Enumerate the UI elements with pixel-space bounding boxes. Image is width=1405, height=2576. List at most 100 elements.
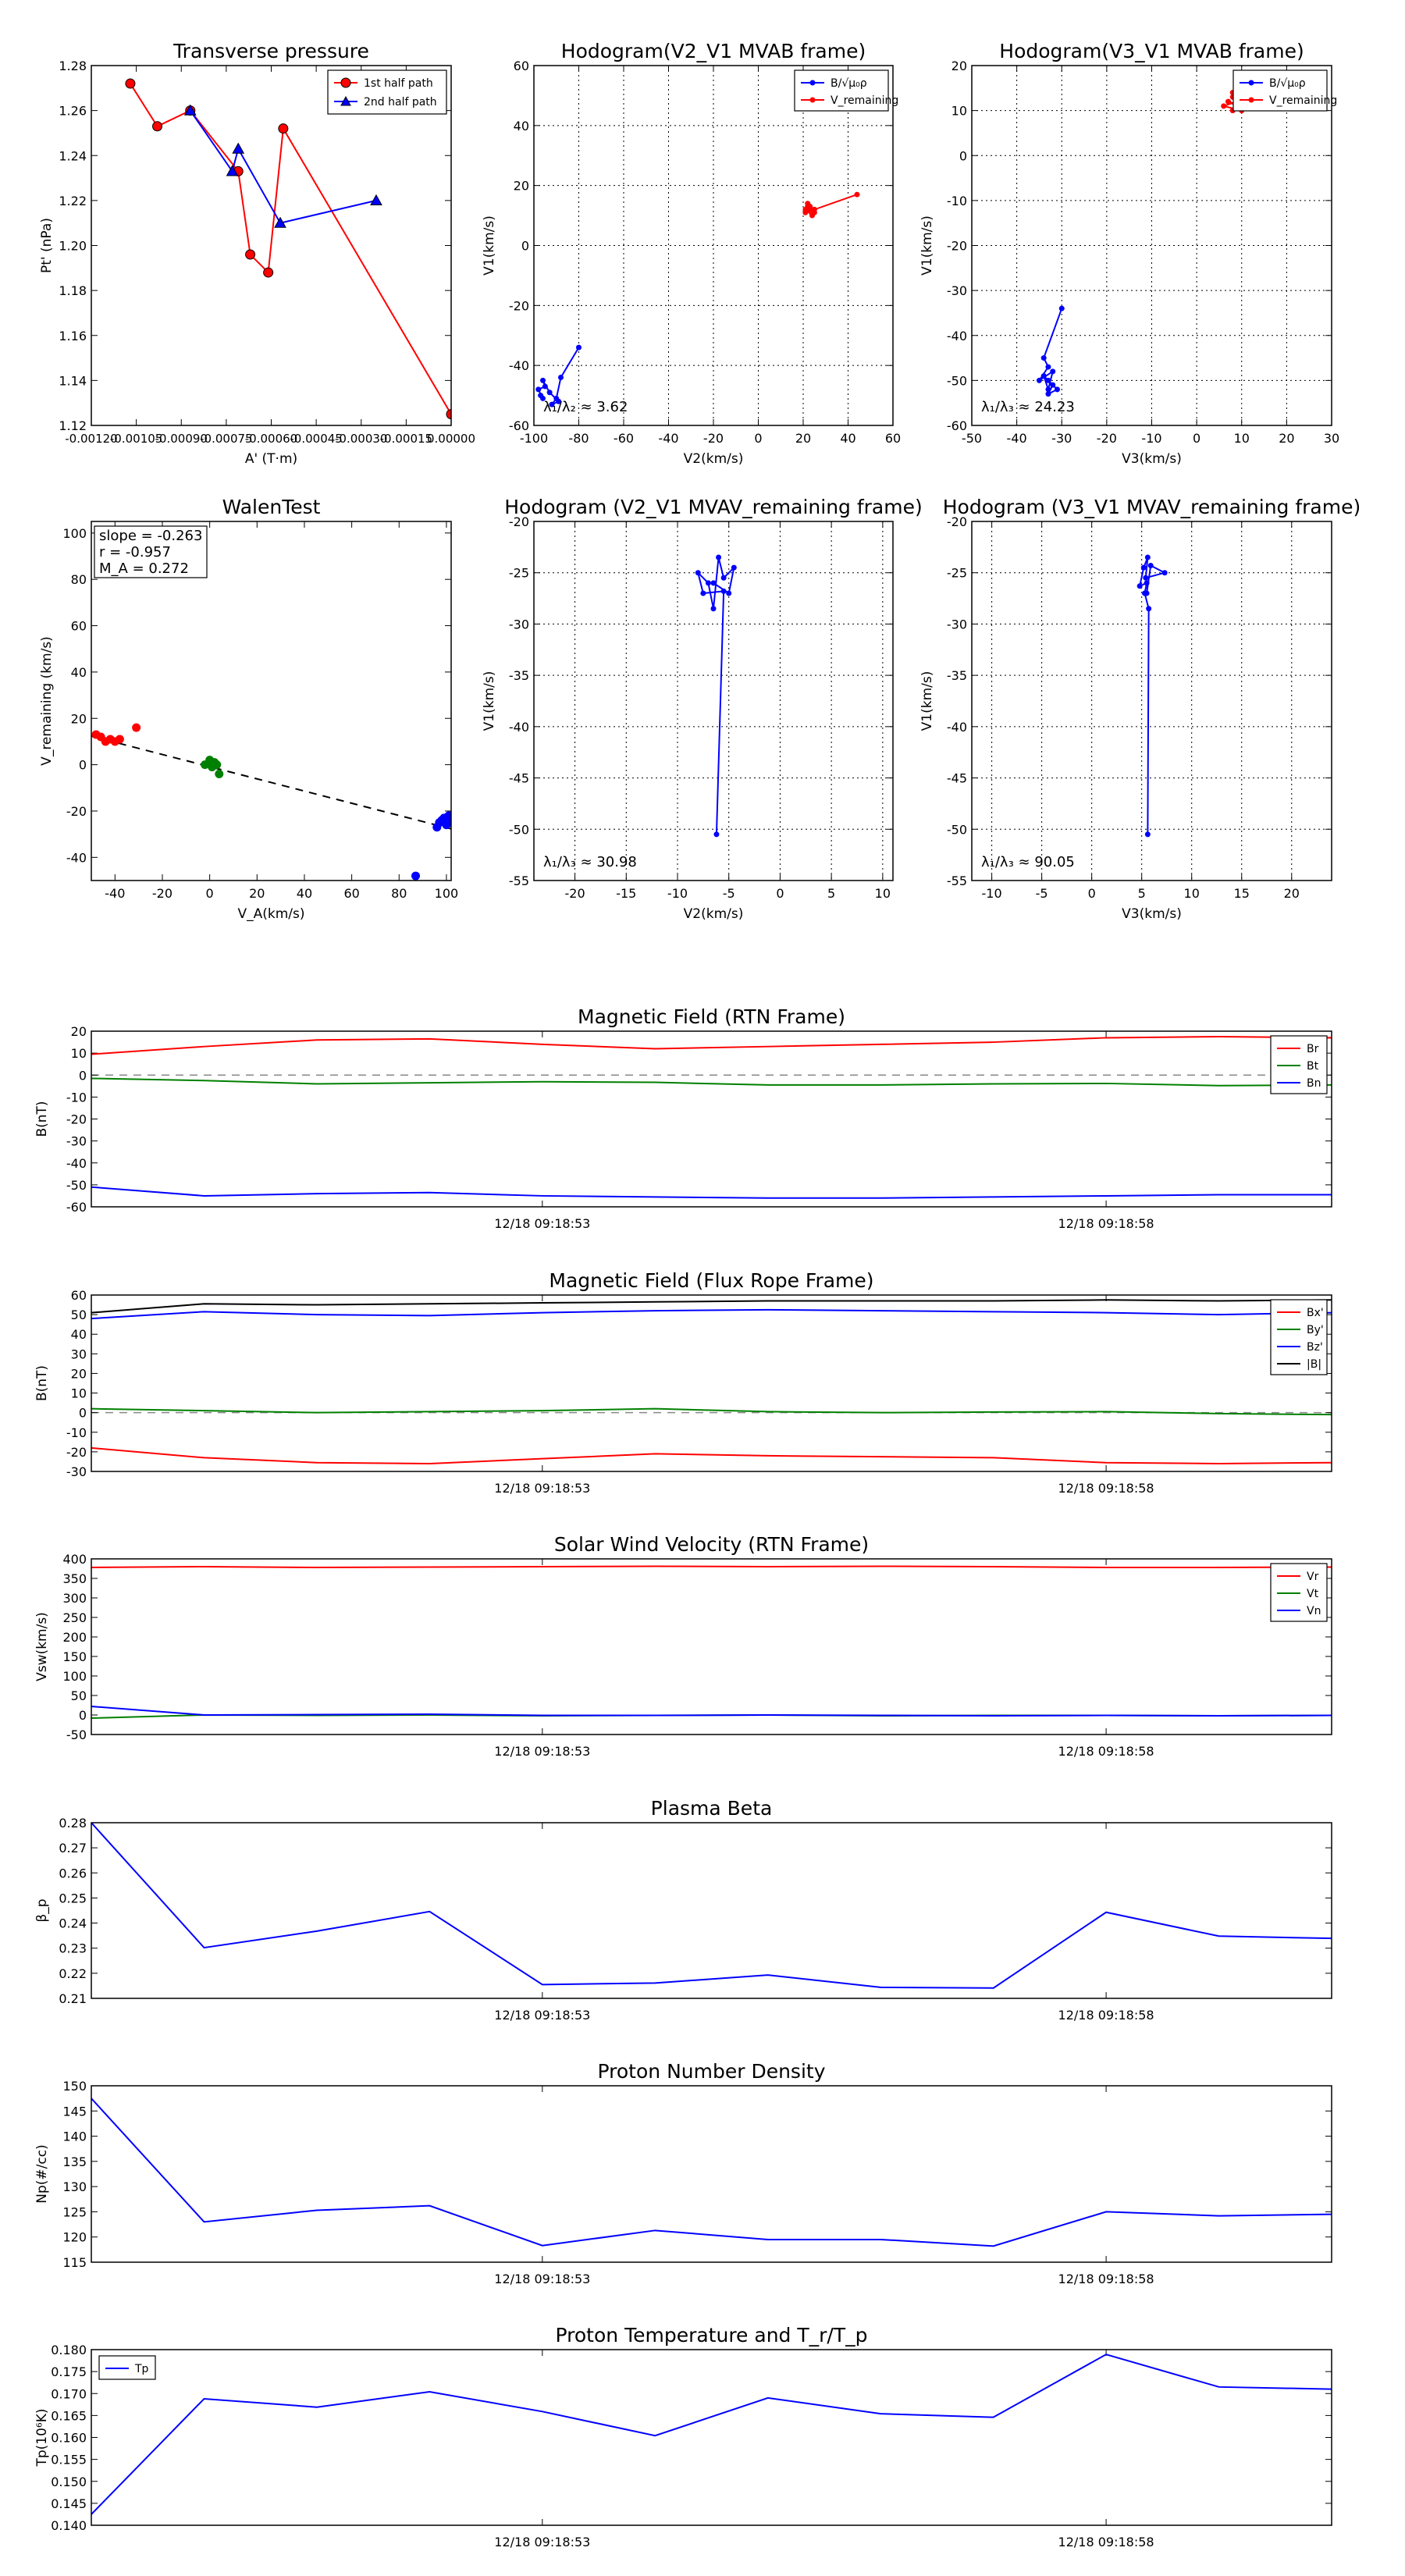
y-tick-label: 40 xyxy=(71,1327,87,1342)
y-tick-label: 0.23 xyxy=(59,1941,87,1956)
data-point xyxy=(370,194,382,205)
x-tick-label: 12/18 09:18:53 xyxy=(494,2008,590,2023)
y-tick-label: 1.20 xyxy=(59,239,87,254)
y-axis-label: B(nT) xyxy=(34,1365,50,1401)
y-tick-label: -50 xyxy=(947,373,967,388)
chart-title: Magnetic Field (RTN Frame) xyxy=(578,1005,845,1028)
y-axis-label: Pt' (nPa) xyxy=(39,218,55,273)
chart-title: Transverse pressure xyxy=(173,40,369,62)
y-tick-label: 10 xyxy=(71,1386,87,1401)
chart-density: Proton Number Density 115 120 125 130 135 140 1… xyxy=(34,2060,1332,2286)
chart-title: Hodogram (V2_V1 MVAV_remaining frame) xyxy=(504,496,923,518)
y-tick-label: -30 xyxy=(947,283,967,298)
y-tick-label: 0 xyxy=(79,1068,87,1083)
y-tick-label: 0.160 xyxy=(51,2431,87,2446)
chart-title: WalenTest xyxy=(222,496,321,518)
plot-area xyxy=(91,1036,1332,1199)
x-axis-label: V2(km/s) xyxy=(684,906,744,922)
y-tick-label: 1.22 xyxy=(59,194,87,208)
y-tick-label: 0.140 xyxy=(51,2518,87,2533)
data-point xyxy=(854,191,860,197)
x-tick-label: -40 xyxy=(1007,431,1027,446)
series-line-|B| xyxy=(91,1299,1332,1314)
data-point xyxy=(1221,103,1227,109)
y-tick-label: -30 xyxy=(947,617,967,632)
series-line-Vn xyxy=(91,1706,1332,1717)
y-tick-label: -40 xyxy=(947,720,967,735)
legend-label: |B| xyxy=(1307,1358,1321,1371)
y-tick-label: -25 xyxy=(947,566,967,581)
y-tick-label: 80 xyxy=(71,572,87,587)
chart-walen: WalenTest -40 -20 0 20 40 60 80 100 -40 -20 0 20 40 60… xyxy=(39,496,458,922)
y-tick-label: 0.24 xyxy=(59,1916,87,1931)
data-point xyxy=(1045,391,1051,397)
y-tick-label: 0.175 xyxy=(51,2364,87,2379)
x-tick-label: -0.00060 xyxy=(245,432,297,446)
y-tick-label: 100 xyxy=(62,1669,87,1684)
data-point xyxy=(1144,590,1150,596)
y-tick-label: -20 xyxy=(509,514,529,529)
y-tick-label: -40 xyxy=(66,1156,87,1171)
x-tick-label: 12/18 09:18:53 xyxy=(494,1744,590,1759)
legend: 1st half path 2nd half path xyxy=(327,69,447,115)
plot-area xyxy=(91,2097,1332,2247)
y-tick-label: 1.18 xyxy=(59,283,87,298)
data-point xyxy=(542,383,548,390)
y-tick-label: 200 xyxy=(62,1630,87,1645)
chart-temperature: Proton Temperature and T_r/T_p 0.140 0.145… xyxy=(34,2324,1332,2549)
data-point xyxy=(1054,386,1060,393)
y-tick-label: 20 xyxy=(71,1366,87,1381)
chart-mag_flux: Magnetic Field (Flux Rope Frame) -30 -20 -1… xyxy=(34,1269,1332,1496)
legend-label: Vr xyxy=(1307,1571,1319,1583)
y-tick-label: 1.16 xyxy=(59,329,87,343)
y-tick-label: 115 xyxy=(62,2255,87,2270)
x-tick-label: -20 xyxy=(1097,431,1117,446)
legend-label: V_remaining xyxy=(1269,94,1337,107)
data-point xyxy=(1144,554,1151,560)
x-tick-label: -40 xyxy=(658,431,678,446)
series-line-B xyxy=(1138,557,1167,834)
y-tick-label: 135 xyxy=(62,2154,87,2169)
y-axis-label: Tp(10⁶K) xyxy=(34,2408,50,2467)
data-point xyxy=(710,606,717,612)
y-tick-label: 0 xyxy=(959,148,967,163)
data-point xyxy=(558,375,564,381)
x-axis-label: V3(km/s) xyxy=(1122,451,1182,467)
data-point xyxy=(807,206,813,212)
series-line-Tp xyxy=(91,2354,1332,2515)
plot-area xyxy=(695,554,737,838)
legend-marker xyxy=(340,95,351,106)
data-point xyxy=(1040,373,1047,379)
x-tick-label: -5 xyxy=(723,886,735,901)
y-tick-label: 400 xyxy=(62,1552,87,1567)
lambda-ratio: λ₁/λ₃ ≈ 90.05 xyxy=(981,854,1075,870)
data-point xyxy=(540,377,546,383)
legend-label: 2nd half path xyxy=(364,96,437,109)
legend-label: B/√μ₀ρ xyxy=(831,77,867,90)
x-tick-label: -0.00075 xyxy=(200,432,252,446)
chart-title: Proton Number Density xyxy=(598,2060,826,2083)
x-tick-label: 12/18 09:18:53 xyxy=(494,2535,590,2549)
y-tick-label: 1.12 xyxy=(59,418,87,433)
x-tick-label: 0.00000 xyxy=(427,432,475,446)
y-tick-label: 1.24 xyxy=(59,148,87,163)
data-point xyxy=(535,386,542,393)
y-tick-label: 0.155 xyxy=(51,2453,87,2467)
x-tick-label: 12/18 09:18:53 xyxy=(494,2272,590,2286)
x-tick-label: -0.00090 xyxy=(155,432,208,446)
y-tick-label: -20 xyxy=(947,514,967,529)
y-tick-label: 0.150 xyxy=(51,2475,87,2489)
data-point xyxy=(215,769,224,778)
plot-area xyxy=(535,191,860,407)
x-tick-label: 60 xyxy=(343,886,359,901)
y-tick-label: 0.170 xyxy=(51,2386,87,2401)
y-tick-label: -55 xyxy=(509,873,529,888)
series-line-By' xyxy=(91,1407,1332,1416)
y-tick-label: 150 xyxy=(62,2079,87,2094)
data-point xyxy=(811,209,817,215)
data-point xyxy=(1045,364,1051,370)
x-tick-label: 0 xyxy=(1193,431,1200,446)
legend-box xyxy=(794,69,889,112)
lambda-ratio: λ₁/λ₃ ≈ 24.23 xyxy=(981,399,1075,415)
series-line-Bt xyxy=(91,1077,1332,1087)
